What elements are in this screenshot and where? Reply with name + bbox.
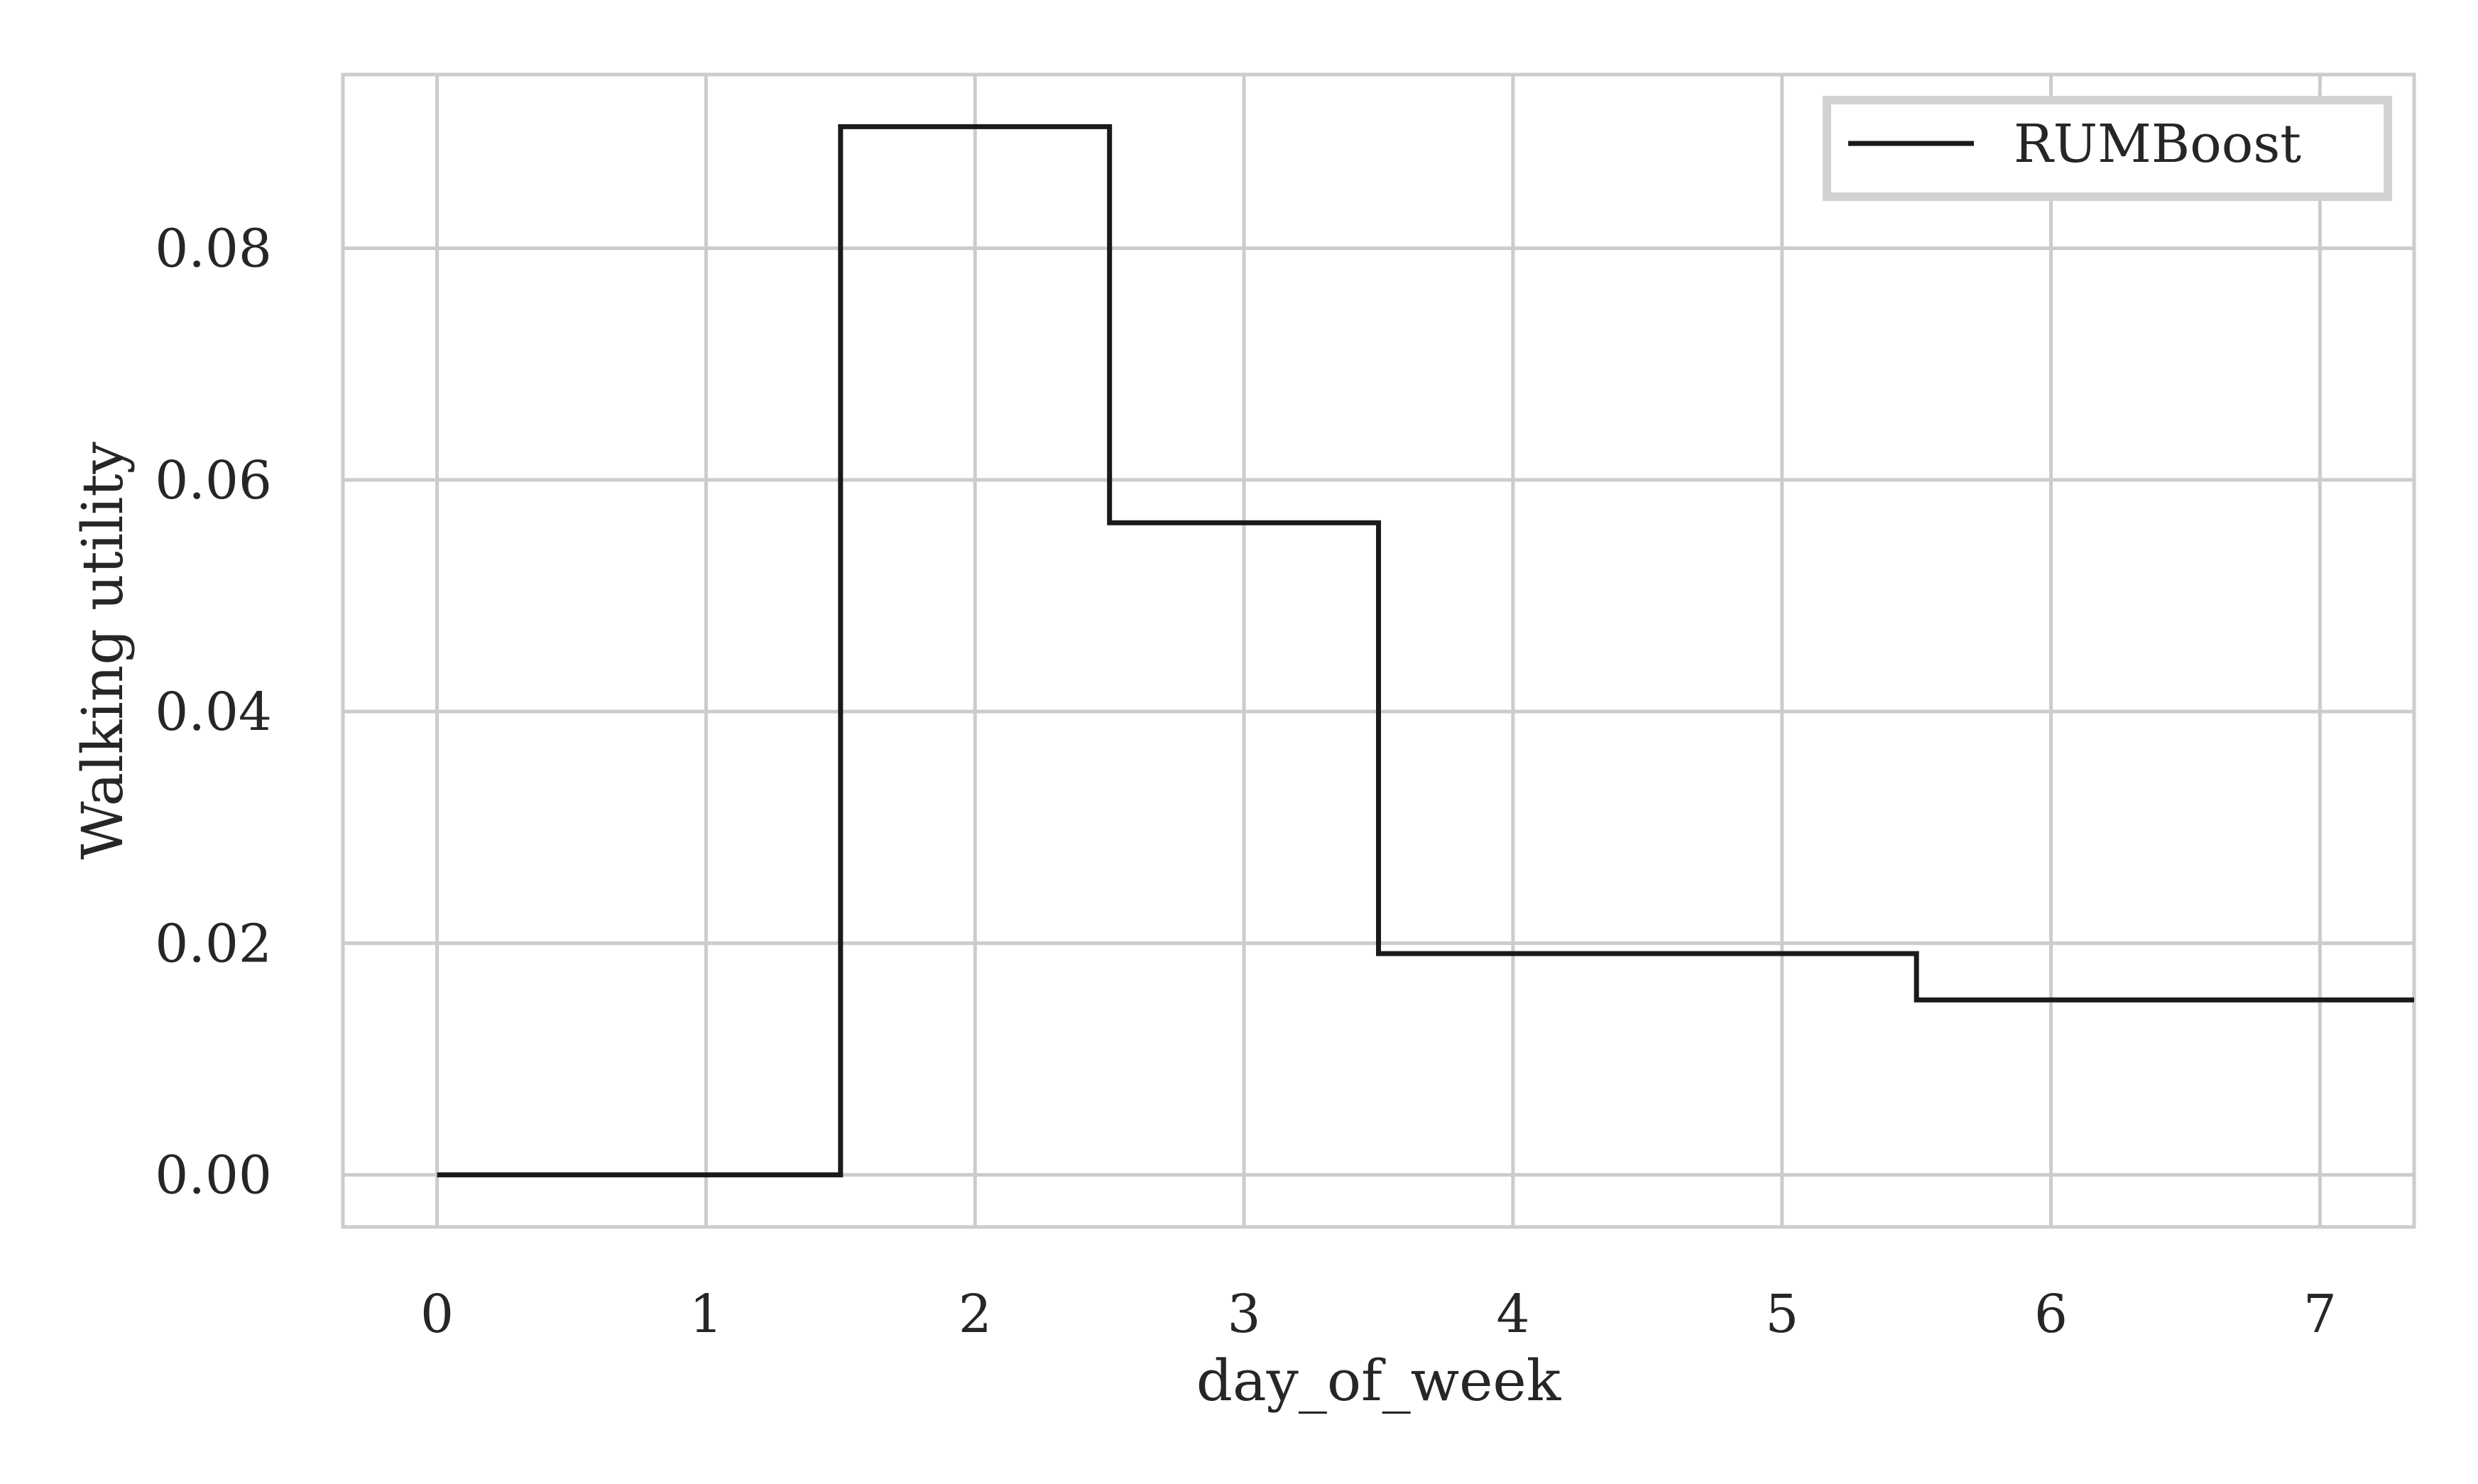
y-axis-ticks: 0.00 0.02 0.04 0.06 0.08 bbox=[155, 219, 272, 1206]
plot-frame bbox=[341, 72, 2416, 1229]
x-tick-label: 5 bbox=[1765, 1284, 1799, 1345]
series-layer bbox=[437, 124, 2414, 1178]
y-tick-label: 0.00 bbox=[155, 1145, 272, 1206]
legend-label-rumboost: RUMBoost bbox=[2014, 114, 2301, 175]
x-tick-label: 0 bbox=[420, 1284, 454, 1345]
y-tick-label: 0.06 bbox=[155, 450, 272, 511]
series-line-rumboost bbox=[437, 124, 2414, 1178]
y-tick-label: 0.02 bbox=[155, 913, 272, 974]
x-axis-ticks: 0 1 2 3 4 5 6 7 bbox=[420, 1284, 2337, 1345]
y-axis-label: Walking utility bbox=[70, 442, 136, 860]
y-tick-label: 0.04 bbox=[155, 682, 272, 743]
x-tick-label: 2 bbox=[959, 1284, 992, 1345]
legend-box bbox=[1823, 96, 2392, 201]
x-tick-label: 4 bbox=[1496, 1284, 1529, 1345]
x-axis-label: day_of_week bbox=[1196, 1348, 1562, 1414]
y-tick-label: 0.08 bbox=[155, 219, 272, 280]
grid bbox=[343, 75, 2414, 1227]
x-tick-label: 1 bbox=[689, 1284, 723, 1345]
x-tick-label: 7 bbox=[2303, 1284, 2337, 1345]
x-tick-label: 6 bbox=[2034, 1284, 2068, 1345]
legend: RUMBoost bbox=[1823, 96, 2392, 201]
x-tick-label: 3 bbox=[1228, 1284, 1261, 1345]
